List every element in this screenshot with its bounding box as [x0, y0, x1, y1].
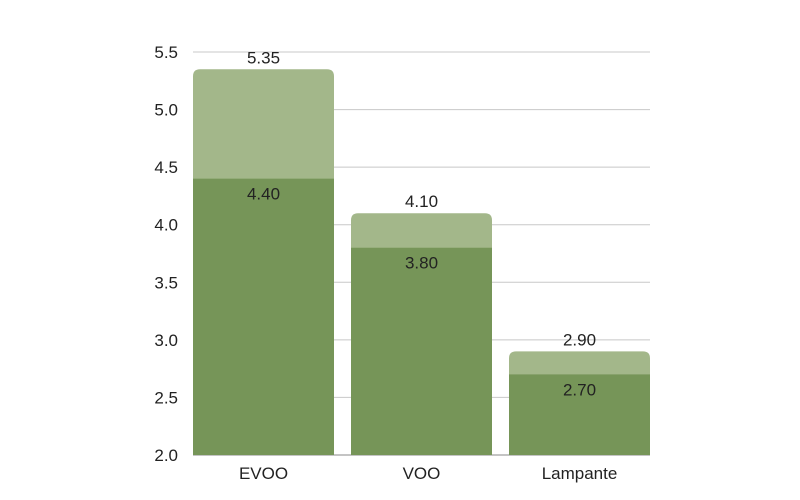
y-tick-label: 2.5 — [154, 388, 178, 407]
y-tick-label: 4.5 — [154, 158, 178, 177]
bar-lower-lampante — [509, 374, 650, 455]
x-category-label: EVOO — [239, 464, 288, 483]
y-tick-label: 3.5 — [154, 273, 178, 292]
data-label-upper: 5.35 — [247, 48, 280, 67]
data-label-lower: 4.40 — [247, 185, 280, 204]
x-category-label: Lampante — [542, 464, 618, 483]
bars — [193, 69, 650, 456]
data-label-lower: 3.80 — [405, 254, 438, 273]
bar-lower-voo — [351, 247, 492, 455]
y-tick-label: 2.0 — [154, 446, 178, 465]
data-label-lower: 2.70 — [563, 380, 596, 399]
labels: 2.0 2.5 3.0 3.5 4.0 4.5 5.0 5.5 5.35 4.40 EVOO 4.10… — [154, 43, 617, 483]
y-tick-label: 5.0 — [154, 101, 178, 120]
data-label-upper: 2.90 — [563, 330, 596, 349]
y-tick-label: 3.0 — [154, 331, 178, 350]
x-category-label: VOO — [403, 464, 441, 483]
y-tick-label: 5.5 — [154, 43, 178, 62]
data-label-upper: 4.10 — [405, 192, 438, 211]
y-tick-label: 4.0 — [154, 216, 178, 235]
bar-lower-evoo — [193, 178, 334, 455]
